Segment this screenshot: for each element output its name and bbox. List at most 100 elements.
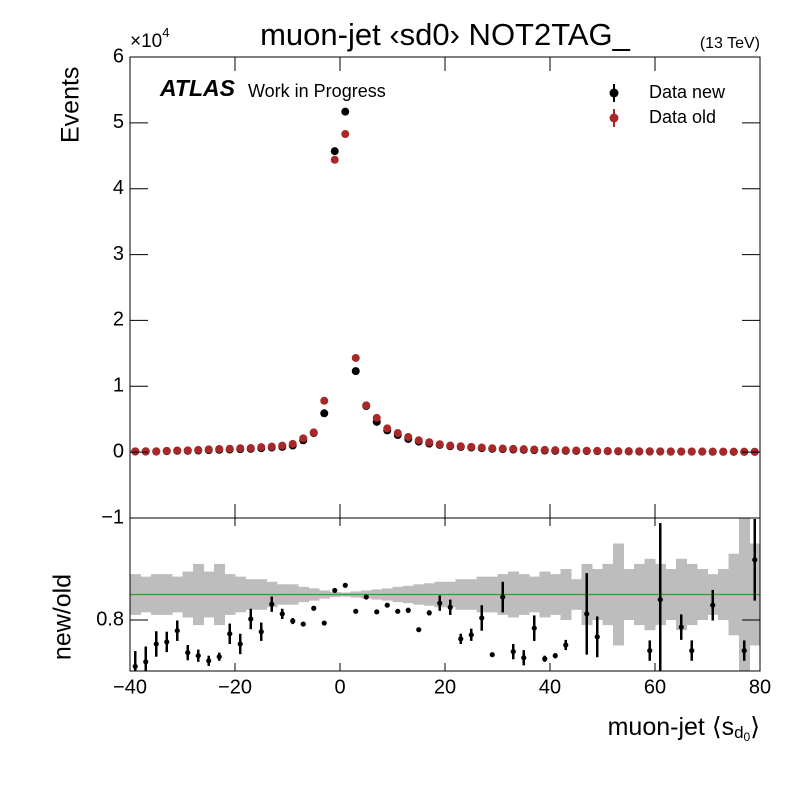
ratio-point (563, 642, 569, 648)
x-tick-label: 60 (644, 676, 666, 698)
data-point (645, 447, 654, 456)
ratio-point (479, 615, 485, 621)
data-point (320, 409, 329, 418)
y-axis-label: Events (57, 67, 85, 143)
ratio-point (500, 594, 506, 600)
ratio-point (363, 594, 369, 600)
ratio-point (710, 602, 716, 608)
ratio-point (542, 656, 548, 662)
data-point (708, 447, 717, 456)
x-axis-label-end: ⟩ (750, 713, 760, 741)
ratio-point (426, 610, 432, 616)
data-point (215, 444, 224, 453)
ratio-point (153, 641, 159, 647)
data-point (330, 147, 339, 156)
data-point (351, 367, 360, 376)
x-tick-label: −40 (113, 676, 147, 698)
ratio-point (489, 652, 495, 658)
ratio-points (132, 519, 758, 671)
ratio-point (248, 616, 254, 622)
main-plot-area (131, 107, 759, 456)
ratio-point (227, 631, 233, 637)
data-point (572, 446, 581, 455)
y-tick-label: 0 (113, 440, 124, 462)
legend-label: Data new (649, 82, 726, 102)
data-point (467, 442, 476, 451)
data-point (141, 447, 150, 456)
ratio-point (521, 655, 527, 661)
x-axis-label-subsub: 0 (744, 730, 751, 744)
y-tick-label: 6 (113, 45, 124, 67)
data-point (194, 445, 203, 454)
data-point (446, 441, 455, 450)
data-point (698, 447, 707, 456)
data-point (666, 447, 675, 456)
ratio-point (678, 624, 684, 630)
data-point (341, 107, 350, 116)
ratio-point (468, 632, 474, 638)
data-point (603, 446, 612, 455)
ratio-point (164, 639, 170, 645)
data-point (362, 401, 371, 410)
data-point (509, 444, 518, 453)
ratio-point (384, 602, 390, 608)
data-point (236, 444, 245, 453)
data-point (677, 447, 686, 456)
x-axis-label-text: muon-jet ⟨s (608, 713, 734, 741)
data-point (687, 447, 696, 456)
ratio-point (332, 587, 338, 594)
data-point (477, 443, 486, 452)
data-point (425, 438, 434, 447)
data-point (456, 442, 465, 451)
x-axis-label-sub: d (734, 723, 743, 742)
ratio-point (195, 653, 201, 659)
data-point (330, 155, 339, 164)
data-point (414, 436, 423, 445)
data-point (267, 442, 276, 451)
ratio-point (311, 605, 317, 611)
ratio-point (416, 627, 422, 633)
ratio-point (657, 597, 663, 603)
ratio-point (741, 648, 747, 654)
data-point (278, 441, 287, 450)
data-point (614, 447, 623, 456)
status-label: Work in Progress (248, 81, 386, 101)
y-tick-label: 0.8 (96, 608, 124, 630)
x-tick-label: 20 (434, 676, 456, 698)
ratio-point (321, 620, 327, 626)
y-tick-label: 2 (113, 309, 124, 331)
energy-label: (13 TeV) (700, 35, 760, 52)
legend-label: Data old (649, 107, 716, 127)
data-point (246, 444, 255, 453)
experiment-label: ATLAS (159, 75, 236, 101)
data-point (341, 130, 350, 139)
ratio-point (174, 628, 180, 634)
ratio-point (132, 663, 138, 670)
ratio-point (143, 659, 149, 665)
data-point (519, 445, 528, 454)
data-point (582, 446, 591, 455)
y-tick-label: 3 (113, 243, 124, 265)
data-point (257, 443, 266, 452)
ratio-point (405, 607, 411, 613)
x-tick-label: −20 (218, 676, 252, 698)
y-tick-label: −1 (101, 506, 124, 528)
ratio-point (437, 600, 443, 606)
ratio-point (447, 604, 453, 610)
ratio-point (269, 601, 275, 607)
ratio-point (206, 658, 212, 664)
ratio-point (689, 648, 695, 654)
data-point (435, 440, 444, 449)
data-point (383, 424, 392, 433)
ratio-point (342, 582, 348, 588)
ratio-point (258, 629, 264, 635)
data-point (152, 447, 161, 456)
data-point (225, 444, 234, 453)
ratio-point (374, 609, 380, 615)
ratio-point (216, 654, 222, 660)
chart-title: muon-jet ‹sd0› NOT2TAG_ (260, 17, 631, 52)
ratio-y-axis-label: new/old (49, 574, 77, 660)
ratio-point (752, 557, 758, 563)
